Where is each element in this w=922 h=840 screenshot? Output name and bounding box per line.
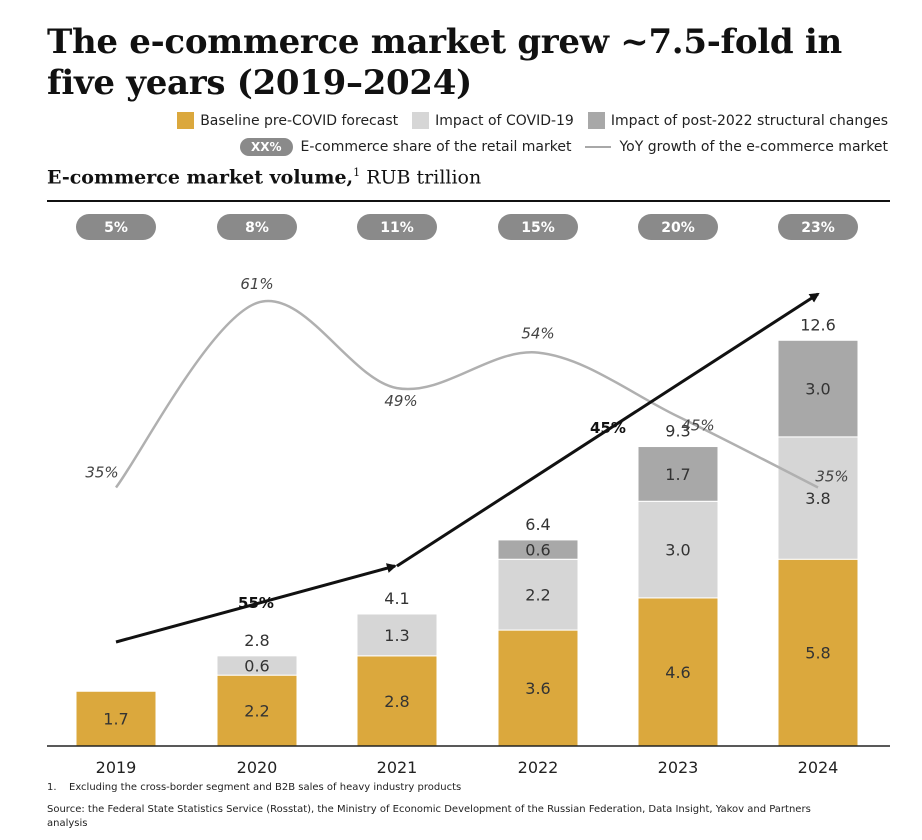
bar-total-label: 4.1 bbox=[384, 589, 409, 608]
legend-components: Baseline pre-COVID forecast Impact of CO… bbox=[163, 112, 888, 129]
bar-value-label: 0.6 bbox=[525, 541, 550, 560]
x-tick-label: 2023 bbox=[658, 758, 699, 777]
subtitle-footnote-marker: 1 bbox=[353, 166, 361, 179]
bar-value-label: 2.8 bbox=[384, 692, 409, 711]
bar-segment-covid bbox=[637, 500, 719, 599]
legend-yoy-line bbox=[585, 146, 612, 148]
legend-item-structural: Impact of post-2022 structural changes bbox=[587, 112, 888, 129]
legend-share-pill: XX% bbox=[240, 138, 293, 156]
share-pill bbox=[76, 214, 156, 240]
bar-segment-baseline bbox=[637, 597, 719, 747]
legend-indicators: XX% E-commerce share of the retail marke… bbox=[226, 138, 888, 156]
share-pill-label: 11% bbox=[380, 220, 414, 236]
legend-label-share: E-commerce share of the retail market bbox=[300, 139, 572, 155]
footnote-text: Excluding the cross-border segment and B… bbox=[69, 782, 462, 793]
cagr-arrow-2019-2021 bbox=[115, 563, 397, 644]
bar-value-label: 3.8 bbox=[805, 489, 830, 508]
yoy-growth-label: 45% bbox=[681, 417, 714, 435]
footnote-number: 1. bbox=[47, 782, 57, 793]
x-tick-label: 2020 bbox=[237, 758, 278, 777]
bar-value-label: 1.7 bbox=[665, 465, 690, 484]
bar-segment-baseline bbox=[356, 655, 438, 747]
legend-label-covid: Impact of COVID-19 bbox=[435, 112, 574, 129]
bar-segment-covid bbox=[497, 558, 579, 631]
cagr-label: 55% bbox=[238, 594, 274, 612]
bar-segment-structural bbox=[497, 539, 579, 560]
bar-total-label: 9.3 bbox=[665, 422, 690, 441]
title-divider bbox=[47, 200, 890, 202]
bar-total-label: 6.4 bbox=[525, 515, 550, 534]
x-tick-label: 2024 bbox=[798, 758, 839, 777]
share-pill bbox=[357, 214, 437, 240]
yoy-growth-label: 61% bbox=[240, 275, 273, 293]
legend-swatch-covid bbox=[412, 112, 430, 129]
share-pill-label: 15% bbox=[521, 220, 555, 236]
legend-swatch-baseline bbox=[177, 112, 195, 129]
share-pill bbox=[778, 214, 858, 240]
bar-segment-baseline bbox=[497, 629, 579, 747]
bar-segment-covid bbox=[216, 655, 298, 676]
bar-total-label: 2.8 bbox=[244, 631, 269, 650]
legend-item-yoy: YoY growth of the e-commerce market bbox=[585, 139, 888, 155]
share-pill-label: 20% bbox=[661, 220, 695, 236]
bar-value-label: 5.8 bbox=[805, 644, 830, 663]
yoy-growth-label: 35% bbox=[815, 468, 848, 486]
bar-value-label: 0.6 bbox=[244, 657, 269, 676]
yoy-growth-line bbox=[115, 299, 819, 489]
legend-label-structural: Impact of post-2022 structural changes bbox=[610, 112, 888, 129]
subtitle-bold: E-commerce market volume, bbox=[47, 166, 354, 189]
bar-segment-structural bbox=[637, 446, 719, 502]
yoy-growth-label: 54% bbox=[521, 325, 554, 343]
bar-value-label: 3.0 bbox=[665, 541, 690, 560]
legend-item-share: XX% E-commerce share of the retail marke… bbox=[240, 138, 571, 156]
share-pill bbox=[217, 214, 297, 240]
bar-total-label: 12.6 bbox=[800, 315, 836, 334]
share-pill-label: 8% bbox=[245, 220, 269, 236]
share-pill bbox=[638, 214, 718, 240]
bar-value-label: 2.2 bbox=[244, 702, 269, 721]
bar-segment-structural bbox=[777, 339, 859, 438]
chart-title: The e-commerce market grew ~7.5-fold in … bbox=[47, 22, 842, 103]
legend-label-yoy: YoY growth of the e-commerce market bbox=[619, 139, 888, 155]
source-note: Source: the Federal State Statistics Ser… bbox=[47, 804, 811, 829]
legend-item-covid: Impact of COVID-19 bbox=[412, 112, 574, 129]
yoy-growth-label: 49% bbox=[384, 392, 417, 410]
x-tick-label: 2022 bbox=[518, 758, 559, 777]
bar-segment-covid bbox=[356, 613, 438, 657]
subtitle-unit: RUB trillion bbox=[360, 166, 482, 189]
legend-swatch-structural bbox=[587, 112, 605, 129]
bar-value-label: 3.0 bbox=[805, 380, 830, 399]
bar-segment-baseline bbox=[216, 674, 298, 747]
yoy-growth-label: 35% bbox=[85, 464, 118, 482]
chart-subtitle: E-commerce market volume,1 RUB trillion bbox=[47, 166, 481, 188]
bar-value-label: 1.7 bbox=[103, 710, 128, 729]
x-tick-label: 2021 bbox=[377, 758, 418, 777]
bar-value-label: 2.2 bbox=[525, 586, 550, 605]
share-pill-label: 23% bbox=[801, 220, 835, 236]
cagr-arrow-2021-2024 bbox=[396, 292, 820, 568]
bar-value-label: 4.6 bbox=[665, 663, 690, 682]
legend-label-baseline: Baseline pre-COVID forecast bbox=[200, 112, 399, 129]
x-tick-label: 2019 bbox=[96, 758, 137, 777]
bar-segment-baseline bbox=[75, 690, 157, 747]
footnote: 1. Excluding the cross-border segment and… bbox=[47, 782, 461, 793]
share-pill bbox=[498, 214, 578, 240]
bar-value-label: 3.6 bbox=[525, 679, 550, 698]
legend-item-baseline: Baseline pre-COVID forecast bbox=[177, 112, 398, 129]
share-pill-label: 5% bbox=[104, 220, 128, 236]
cagr-label: 45% bbox=[590, 419, 626, 437]
bar-value-label: 1.3 bbox=[384, 626, 409, 645]
